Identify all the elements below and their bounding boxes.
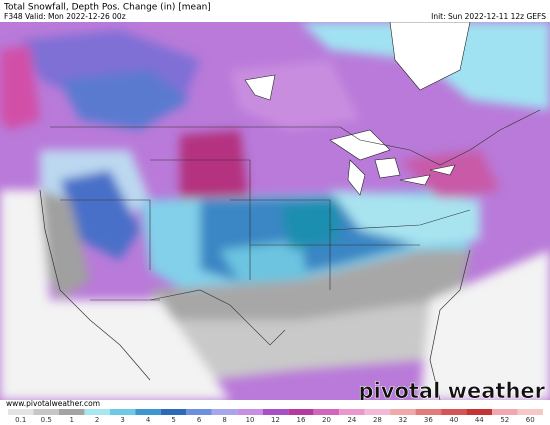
logo: pivotal weather — [359, 379, 546, 403]
border-line — [329, 209, 471, 231]
border-line — [150, 159, 251, 280]
colorbar-bin — [8, 409, 34, 415]
colorbar-bin — [339, 409, 365, 415]
colorbar-label: 1 — [69, 416, 73, 424]
snow-region — [0, 45, 40, 130]
colorbar-bin — [441, 409, 467, 415]
lake — [374, 157, 401, 179]
snow-region — [420, 250, 550, 400]
valid-time: F348 Valid: Mon 2022-12-26 00z — [4, 12, 126, 21]
colorbar-bin — [84, 409, 110, 415]
snow-region — [0, 190, 50, 300]
colorbar-bin — [288, 409, 314, 415]
colorbar-label: 4 — [146, 416, 151, 424]
colorbar-label: 8 — [222, 416, 226, 424]
colorbar-label: 16 — [297, 416, 306, 424]
lake — [244, 74, 276, 101]
init-time: Init: Sun 2022-12-11 12z GEFS — [431, 12, 546, 21]
snow-region — [40, 190, 90, 300]
colorbar-bin — [262, 409, 289, 415]
colorbar-bin — [364, 409, 391, 415]
title: Total Snowfall, Depth Pos. Change (in) [… — [3, 3, 211, 13]
colorbar-bin — [390, 409, 416, 415]
colorbar-label: 10 — [246, 416, 255, 424]
colorbar-label: 24 — [347, 416, 356, 424]
colorbar-bin — [492, 409, 518, 415]
border-line — [60, 199, 151, 270]
lake — [429, 164, 456, 176]
colorbar-label: 36 — [424, 416, 433, 424]
colorbar-label: 40 — [449, 416, 458, 424]
colorbar-bin — [186, 409, 212, 415]
colorbar-bin — [160, 409, 187, 415]
colorbar-bin — [33, 409, 59, 415]
colorbar-bin — [313, 409, 340, 415]
url: www.pivotalweather.com — [6, 399, 100, 408]
colorbar-label: 3 — [120, 416, 124, 424]
colorbar-bin — [517, 409, 543, 415]
lake — [329, 129, 391, 161]
colorbar-label: 44 — [475, 416, 484, 424]
lake — [347, 159, 366, 196]
border-line — [50, 109, 541, 166]
snow-region — [280, 200, 340, 250]
snow-region — [300, 22, 550, 110]
border-line — [230, 199, 331, 290]
colorbar-label: 0.5 — [41, 416, 52, 424]
colorbar-label: 12 — [271, 416, 280, 424]
coastline — [39, 189, 471, 400]
snow-region — [60, 70, 190, 130]
colorbar-bin — [109, 409, 136, 415]
lake — [389, 22, 471, 91]
colorbar-bin — [58, 409, 85, 415]
colorbar-label: 2 — [95, 416, 99, 424]
colorbar-label: 5 — [171, 416, 175, 424]
colorbar-label: 6 — [197, 416, 202, 424]
colorbar-label: 20 — [322, 416, 331, 424]
map — [0, 22, 550, 400]
colorbar-bin — [237, 409, 263, 415]
snow-region — [330, 190, 480, 245]
snow-region — [0, 300, 230, 400]
colorbar: 0.1 0.5 1 2 3 4 5 6 8 10 12 16 20 24 28 32 36 40 44 52 60 — [8, 409, 543, 424]
colorbar-bin — [466, 409, 493, 415]
colorbar-label: 28 — [373, 416, 382, 424]
colorbar-bin — [415, 409, 442, 415]
snow-region — [150, 250, 470, 330]
colorbar-label: 60 — [526, 416, 535, 424]
colorbar-label: 0.1 — [15, 416, 26, 424]
border-line — [149, 289, 286, 346]
snow-region — [160, 300, 450, 380]
colorbar-label: 52 — [500, 416, 509, 424]
lake — [399, 174, 431, 186]
colorbar-label: 32 — [398, 416, 407, 424]
colorbar-bin — [135, 409, 161, 415]
snow-region — [60, 170, 140, 260]
colorbar-bin — [211, 409, 238, 415]
